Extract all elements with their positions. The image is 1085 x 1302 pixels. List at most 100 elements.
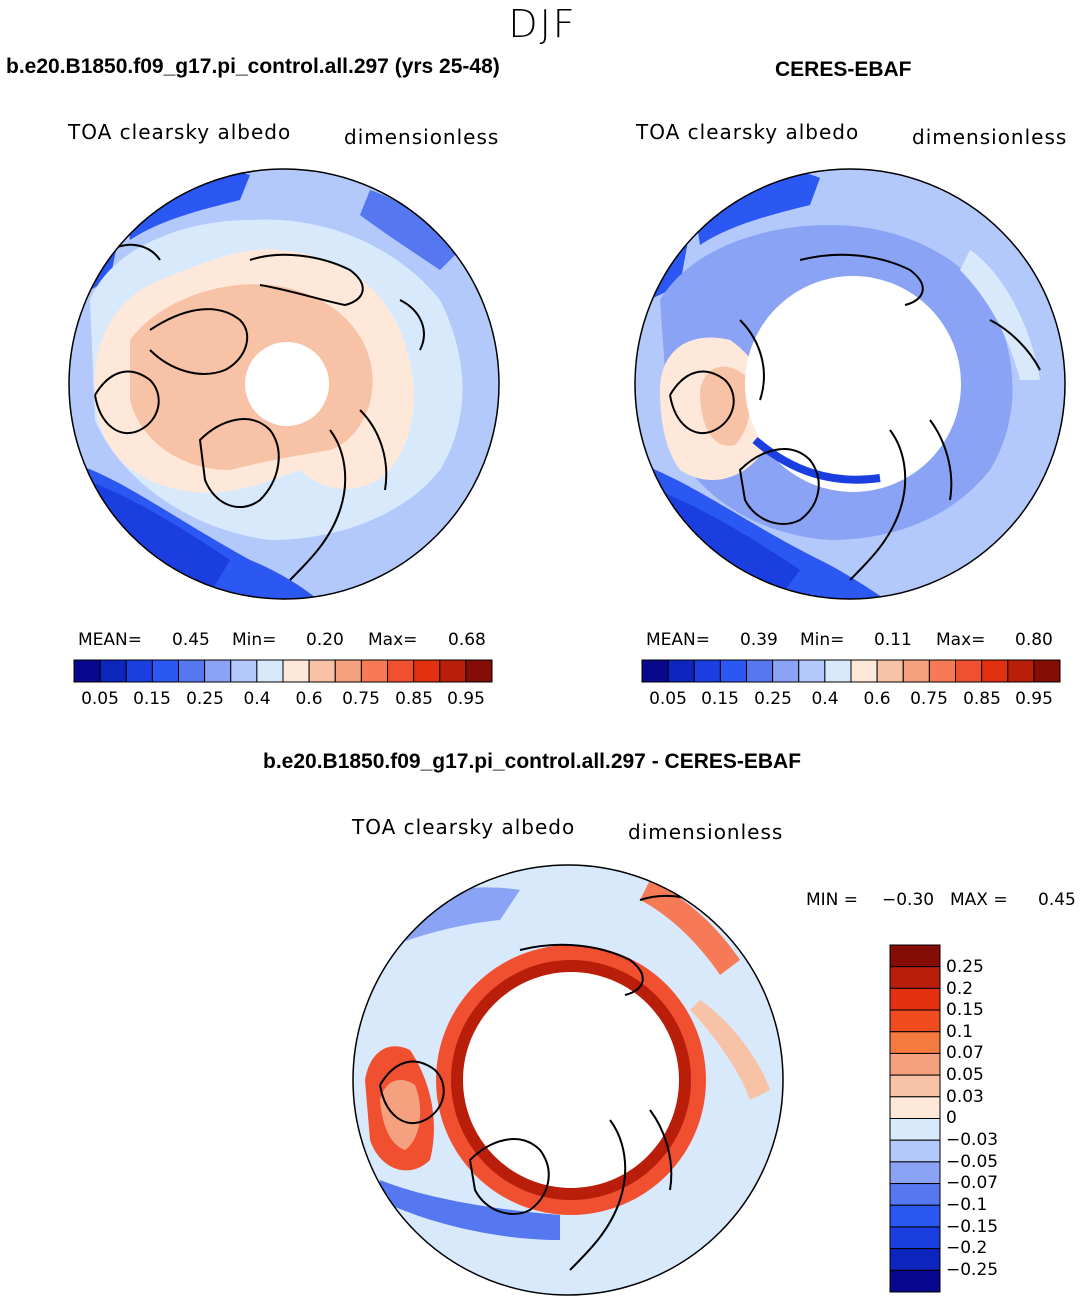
diff-colorbar-swatch: [889, 944, 941, 968]
diff-colorbar-swatch: [889, 1118, 941, 1141]
diff-map-coast-1: [379, 1060, 445, 1125]
model-map-coast-7: [399, 299, 425, 351]
diff-colorbar-swatch: [889, 966, 941, 989]
panel-diff-variable: TOA clearsky albedo: [352, 815, 576, 839]
panel-diff-units: dimensionless: [628, 820, 784, 844]
colorbar-tick: 0.95: [1015, 689, 1053, 709]
colorbar-tick: 0.25: [754, 689, 792, 709]
diff-colorbar-swatch: [889, 1161, 941, 1185]
panel-obs-title: CERES-EBAF: [775, 58, 912, 81]
colorbar-tick: 0.4: [811, 689, 839, 709]
diff-colorbar-tick: −0.2: [946, 1238, 988, 1258]
colorbar-tick: 0.15: [701, 689, 739, 709]
obs-map-high-albedo: [700, 366, 751, 446]
diff-map-greenland: [468, 1138, 550, 1215]
panel-model-title: b.e20.B1850.f09_g17.pi_control.all.297 (…: [6, 55, 500, 78]
obs-mean-label: MEAN=: [646, 630, 710, 650]
model-colorbar-ticks: 0.05 0.15 0.25 0.4 0.6 0.75 0.85 0.95: [74, 689, 492, 711]
diff-colorbar-tick: −0.15: [946, 1217, 999, 1237]
panel-diff-title: b.e20.B1850.f09_g17.pi_control.all.297 -…: [263, 750, 802, 773]
panel-model-units: dimensionless: [344, 125, 500, 149]
diff-map-eurasia-pos: [690, 1000, 770, 1100]
diff-max-value: 0.45: [1038, 890, 1076, 910]
diff-map-atlantic-neg: [380, 1180, 560, 1240]
colorbar-tick: 0.4: [243, 689, 271, 709]
obs-min-value: 0.11: [874, 630, 912, 650]
diff-colorbar-tick: −0.05: [946, 1152, 999, 1172]
model-map-border: [68, 168, 500, 600]
obs-colorbar-ticks: 0.05 0.15 0.25 0.4 0.6 0.75 0.85 0.95: [642, 689, 1060, 711]
model-map-coast-1: [94, 370, 160, 435]
diff-colorbar-swatch: [889, 1009, 941, 1033]
diff-colorbar-tick: 0.05: [946, 1065, 984, 1085]
panel-model-variable: TOA clearsky albedo: [68, 120, 292, 144]
obs-mean-value: 0.39: [740, 630, 778, 650]
diff-colorbar-tick: 0.1: [946, 1022, 974, 1042]
diff-colorbar-tick: −0.03: [946, 1130, 999, 1150]
diff-colorbar-ticks: 0.25 0.2 0.15 0.1 0.07 0.05 0.03 0 −0.03…: [946, 945, 1026, 1292]
obs-min-label: Min=: [800, 630, 845, 650]
diff-colorbar-swatch: [889, 987, 941, 1011]
model-map-siberia-edge: [360, 190, 460, 270]
model-mean-value: 0.45: [172, 630, 210, 650]
model-max-value: 0.68: [448, 630, 486, 650]
obs-map-coast-6: [989, 319, 1041, 371]
obs-map-coast-4: [929, 419, 953, 501]
obs-map-greenland: [738, 448, 820, 525]
model-min-value: 0.20: [306, 630, 344, 650]
obs-map-polar-gap: [745, 276, 961, 492]
diff-colorbar-swatch: [889, 1183, 941, 1206]
colorbar-tick: 0.85: [963, 689, 1001, 709]
obs-max-label: Max=: [936, 630, 986, 650]
diff-colorbar-swatch: [889, 1031, 941, 1054]
colorbar-swatch: [1033, 659, 1061, 683]
obs-map-coast-5: [739, 319, 765, 401]
model-min-label: Min=: [232, 630, 277, 650]
diff-colorbar-tick: −0.25: [946, 1260, 999, 1280]
diff-map-coast-2: [519, 943, 644, 996]
model-max-label: Max=: [368, 630, 418, 650]
obs-max-value: 0.80: [1015, 630, 1053, 650]
model-map-coast-3: [249, 253, 364, 307]
obs-map-gap-edge: [752, 436, 881, 484]
colorbar-tick: 0.25: [186, 689, 224, 709]
obs-map-coast-2: [799, 253, 924, 306]
colorbar-tick: 0.6: [295, 689, 323, 709]
model-map-coast-4: [289, 429, 347, 581]
model-map-coast-5: [359, 409, 388, 491]
model-map-polar-gap: [245, 342, 329, 426]
diff-map-coast-3: [569, 1119, 627, 1271]
diff-colorbar-swatch: [889, 1204, 941, 1228]
diff-colorbar-tick: 0.2: [946, 979, 974, 999]
diff-map-siberia-pos: [640, 880, 740, 975]
obs-colorbar: [641, 659, 1061, 683]
obs-map-eurasia-zone: [960, 250, 1040, 380]
panel-obs-units: dimensionless: [912, 125, 1068, 149]
colorbar-tick: 0.05: [81, 689, 119, 709]
model-map-greenland: [198, 418, 280, 509]
colorbar-tick: 0.75: [910, 689, 948, 709]
diff-colorbar-tick: 0.25: [946, 957, 984, 977]
diff-colorbar-swatch: [889, 1248, 941, 1271]
diff-min-value: −0.30: [882, 890, 935, 910]
diff-colorbar-tick: 0: [946, 1108, 957, 1128]
obs-map-coast-3: [849, 429, 907, 581]
model-mean-label: MEAN=: [78, 630, 142, 650]
diff-map-border: [352, 864, 784, 1296]
diff-colorbar-tick: −0.1: [946, 1195, 988, 1215]
colorbar-tick: 0.95: [447, 689, 485, 709]
diff-max-label: MAX =: [950, 890, 1008, 910]
season-title: DJF: [508, 2, 577, 46]
diff-colorbar-tick: −0.07: [946, 1173, 999, 1193]
model-map-coast-2: [149, 308, 249, 375]
colorbar-tick: 0.15: [133, 689, 171, 709]
diff-map-canada-mid: [380, 1080, 421, 1150]
diff-min-label: MIN =: [806, 890, 859, 910]
model-colorbar: [73, 659, 493, 683]
diff-colorbar-swatch: [889, 1269, 941, 1293]
diff-colorbar: [889, 944, 941, 1293]
diff-colorbar-swatch: [889, 1226, 941, 1250]
